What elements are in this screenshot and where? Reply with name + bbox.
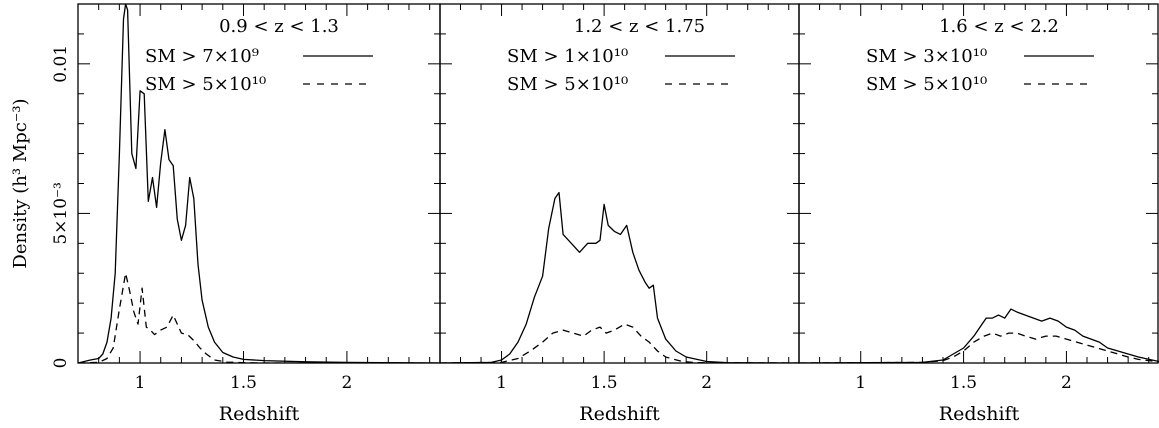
panel-1: 1 1.5 2 0 5×10⁻³ 0.01 Redshift 0.9 < z < 1.3 SM …: [51, 3, 441, 425]
series-line-solid: [799, 308, 1159, 363]
x-axis-label: Redshift: [579, 403, 660, 425]
legend-label: SM > 5×10¹⁰: [866, 74, 987, 95]
legend-label: SM > 3×10¹⁰: [866, 46, 987, 67]
panel-3: 1 1.5 2 Redshift 1.6 < z < 2.2 SM > 3×10¹⁰ SM …: [798, 3, 1159, 425]
legend-label: SM > 7×10⁹: [145, 46, 259, 67]
x-tick-label: 1: [135, 373, 146, 393]
y-axis-label: Density (h³ Mpc⁻³): [10, 98, 31, 268]
legend-label: SM > 1×10¹⁰: [507, 46, 628, 67]
panel-2: 1 1.5 2 Redshift 1.2 < z < 1.75 SM > 1×10¹⁰ SM…: [439, 3, 800, 425]
x-axis-label: Redshift: [219, 403, 300, 425]
series-line-dashed: [799, 332, 1159, 363]
x-tick-label: 2: [701, 373, 712, 393]
redshift-range-label: 1.6 < z < 2.2: [939, 16, 1059, 37]
series-line-solid: [78, 4, 440, 363]
x-axis-label: Redshift: [939, 403, 1020, 425]
series-line-dashed: [440, 323, 799, 363]
y-tick-label: 0: [51, 358, 71, 369]
series-line-solid: [440, 191, 799, 363]
legend-label: SM > 5×10¹⁰: [145, 74, 266, 95]
x-tick-label: 1: [855, 373, 866, 393]
x-tick-label: 1: [496, 373, 507, 393]
x-tick-label: 1.5: [230, 373, 257, 393]
x-tick-label: 2: [342, 373, 353, 393]
legend-label: SM > 5×10¹⁰: [507, 74, 628, 95]
x-tick-label: 2: [1061, 373, 1072, 393]
x-tick-label: 1.5: [950, 373, 977, 393]
redshift-range-label: 1.2 < z < 1.75: [574, 16, 705, 37]
y-axis-title: Density (h³ Mpc⁻³): [10, 98, 31, 268]
y-tick-label: 5×10⁻³: [51, 182, 71, 244]
plot-frame: [77, 3, 441, 364]
y-tick-label: 0.01: [51, 45, 71, 83]
redshift-range-label: 0.9 < z < 1.3: [219, 16, 339, 37]
x-tick-label: 1.5: [591, 373, 618, 393]
series-line-dashed: [78, 272, 440, 363]
